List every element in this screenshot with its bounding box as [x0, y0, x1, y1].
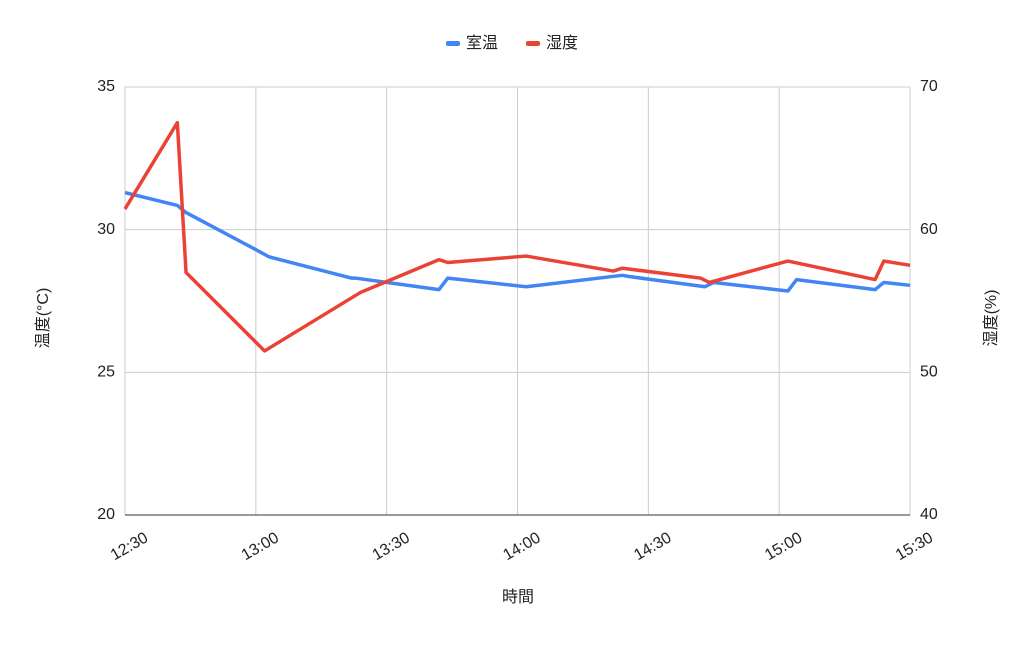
x-tick-label: 12:30 — [108, 529, 151, 564]
x-tick-label: 14:00 — [500, 529, 543, 564]
legend-label: 湿度 — [546, 34, 578, 52]
line — [124, 190, 911, 293]
y2-tick-label: 50 — [920, 364, 938, 381]
y2-tick-label: 60 — [920, 221, 938, 238]
x-tick-label: 14:30 — [631, 529, 674, 564]
legend-swatch — [446, 41, 460, 46]
y-tick-label: 35 — [97, 78, 115, 95]
x-tick-label: 15:30 — [893, 529, 936, 564]
x-tick-label: 13:30 — [370, 529, 413, 564]
y-tick-label: 30 — [97, 221, 115, 238]
line — [123, 120, 911, 353]
x-tick-label: 15:00 — [762, 529, 805, 564]
y-axis-title: 温度(°C) — [34, 288, 52, 349]
legend-swatch — [526, 41, 541, 46]
legend-label: 室温 — [466, 34, 498, 52]
y2-tick-label: 70 — [920, 78, 938, 95]
x-tick-label: 13:00 — [239, 529, 282, 564]
y2-tick-label: 40 — [920, 506, 938, 523]
y-tick-label: 20 — [97, 506, 115, 523]
y-tick-label: 25 — [97, 364, 115, 381]
x-axis-title: 時間 — [502, 588, 534, 606]
y2-axis-title: 湿度(%) — [982, 290, 1000, 347]
